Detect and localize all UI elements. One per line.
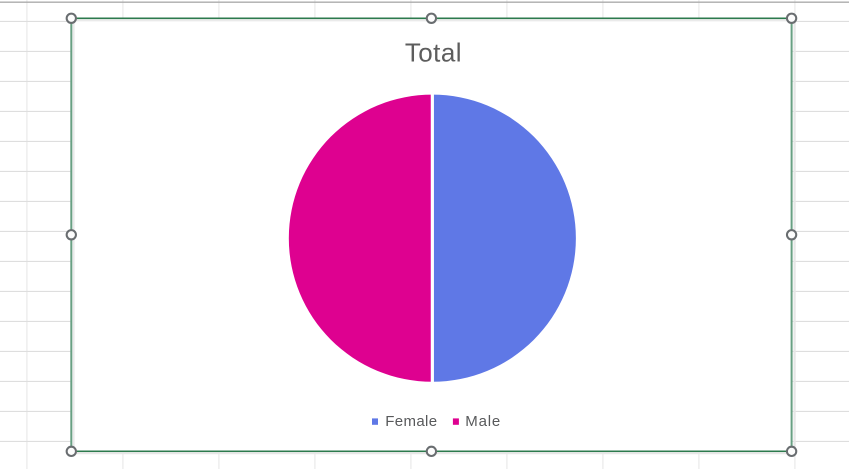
svg-text:Female: Female (385, 413, 437, 430)
svg-text:Total: Total (405, 38, 462, 68)
svg-text:Male: Male (465, 413, 501, 430)
